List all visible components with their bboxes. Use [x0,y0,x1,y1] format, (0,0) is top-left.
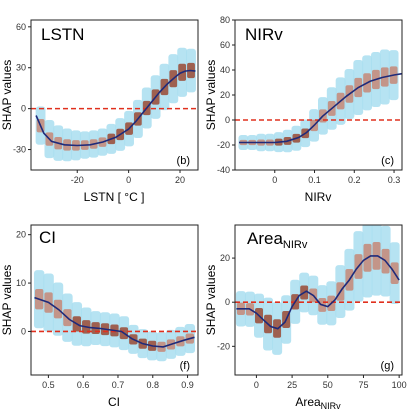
density-layer [33,270,196,362]
y-ticks: -20 0 20 [217,253,235,351]
y-tick-label: 80 [220,15,230,25]
y-tick-label: -20 [217,341,230,351]
panel-lstn: -20 0 20 -30 0 30 60 LSTN (b) LSTN [ °C ] SHA… [0,19,199,204]
x-tick-label: -20 [71,175,84,185]
x-tick-label: 0 [272,175,277,185]
y-tick-label: -20 [217,140,230,150]
x-tick-label: 20 [175,175,185,185]
x-axis-label: NIRv [305,190,332,204]
panel-title-main: Area [247,229,283,248]
y-tick-label: 10 [16,278,26,288]
panel-title: NIRv [245,25,283,44]
x-axis-label: CI [108,395,120,409]
y-tick-label: 60 [220,40,230,50]
x-ticks: 0 25 50 75 100 [254,375,407,390]
x-tick-label: 0 [254,380,259,390]
y-tick-label: 0 [21,326,26,336]
y-axis-label: SHAP values [0,60,14,130]
plot-frame [30,19,199,171]
x-tick-label: 0.6 [77,380,90,390]
panel-tag: (b) [177,155,190,167]
x-axis-label-subscript: NIRv [321,401,341,411]
y-tick-label: 0 [225,115,230,125]
x-tick-label: 75 [358,380,368,390]
y-tick-label: 0 [225,297,230,307]
y-tick-label: 20 [220,90,230,100]
x-tick-label: 100 [392,380,407,390]
y-axis-label: SHAP values [204,60,218,130]
y-tick-label: 60 [16,22,26,32]
x-ticks: 0 0.1 0.2 0.3 [272,170,400,185]
panel-title-subscript: NIRv [283,239,308,251]
x-tick-label: 50 [323,380,333,390]
plot-frame [234,224,403,376]
y-tick-label: 20 [220,253,230,263]
y-tick-label: 20 [16,230,26,240]
x-tick-label: 0.1 [308,175,321,185]
panel-tag: (f) [180,360,190,372]
panel-ci: 0.5 0.6 0.7 0.8 0.9 0 10 20 CI (f) CI SHAP val… [0,224,199,409]
x-ticks: 0.5 0.6 0.7 0.8 0.9 [42,375,194,390]
x-axis-label: AreaNIRv [295,395,341,411]
panel-title: AreaNIRv [247,229,308,251]
y-tick-label: 30 [16,63,26,73]
x-tick-label: 25 [287,380,297,390]
x-ticks: -20 0 20 [71,170,185,185]
x-tick-label: 0.2 [348,175,361,185]
x-axis-label-main: Area [295,395,321,409]
x-tick-label: 0.8 [147,380,160,390]
fit-line [239,72,403,144]
y-tick-label: 40 [220,65,230,75]
x-tick-label: 0 [126,175,131,185]
y-axis-label: SHAP values [0,265,14,335]
fit-line [34,296,195,348]
panel-title: CI [39,228,56,247]
x-tick-label: 0.9 [181,380,194,390]
y-ticks: -30 0 30 60 [13,22,31,155]
x-tick-label: 0.3 [388,175,401,185]
plot-frame [30,224,199,376]
x-axis-label: LSTN [ °C ] [84,190,145,204]
y-tick-label: -30 [13,145,26,155]
y-tick-label: -40 [217,165,230,175]
panel-tag: (g) [381,360,394,372]
y-ticks: 0 10 20 [16,230,31,336]
panel-nirv: 0 0.1 0.2 0.3 -40 -20 0 20 40 60 80 NIRv (c) NIRv… [204,15,403,204]
density-layer [238,49,399,153]
y-tick-label: 0 [21,104,26,114]
y-axis-label: SHAP values [204,265,218,335]
panel-title: LSTN [41,25,84,44]
panel-tag: (c) [381,155,394,167]
fit-line [236,255,400,330]
y-ticks: -40 -20 0 20 40 60 80 [217,15,235,175]
x-tick-label: 0.5 [42,380,55,390]
fit-line [35,69,196,147]
x-tick-label: 0.7 [112,380,125,390]
